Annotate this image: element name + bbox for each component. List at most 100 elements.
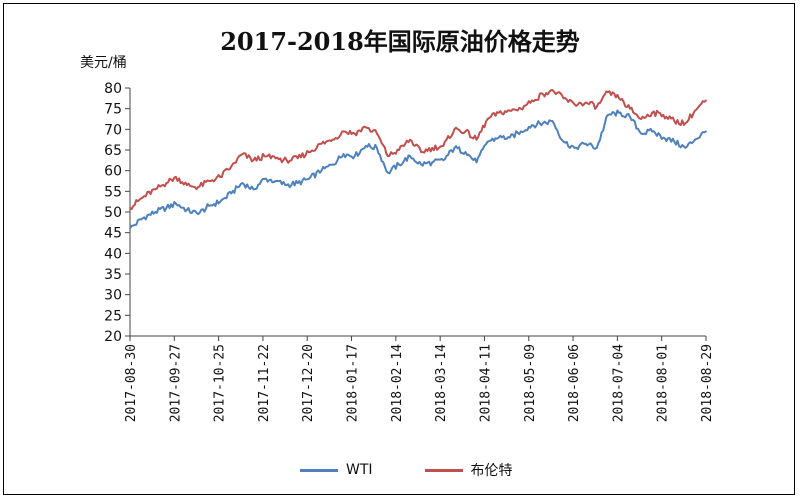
data-point-brent-21 [364, 126, 367, 129]
series-line-brent [129, 89, 707, 210]
y-tick-label-45: 45 [104, 226, 122, 242]
data-point-brent-52 [705, 99, 707, 102]
x-tick-label-2017-11-22: 2017-11-22 [257, 344, 272, 422]
data-point-wti-24 [398, 163, 400, 166]
x-tick-label-2017-08-30: 2017-08-30 [124, 344, 139, 422]
y-tick-label-50: 50 [104, 205, 122, 221]
data-point-brent-28 [442, 145, 445, 147]
data-point-wti-50 [684, 147, 687, 149]
data-point-brent-2 [154, 188, 157, 191]
data-point-brent-49 [673, 120, 676, 122]
data-point-wti-19 [342, 153, 345, 156]
y-axis-unit-label: 美元/桶 [80, 55, 127, 71]
data-point-brent-41 [584, 101, 587, 104]
data-point-brent-18 [331, 138, 334, 141]
data-point-wti-11 [252, 188, 255, 191]
data-point-wti-34 [508, 136, 511, 139]
data-point-brent-20 [353, 132, 356, 135]
data-point-wti-40 [573, 147, 576, 149]
x-tick-label-2017-10-25: 2017-10-25 [213, 344, 228, 422]
data-point-brent-25 [409, 138, 411, 141]
data-point-wti-8 [219, 200, 222, 203]
x-tick-label-2018-06-06: 2018-06-06 [567, 344, 582, 422]
data-point-wti-36 [531, 124, 533, 127]
data-point-wti-27 [431, 161, 434, 164]
data-point-brent-42 [595, 105, 598, 108]
data-point-wti-32 [486, 140, 489, 143]
data-point-wti-15 [296, 182, 299, 185]
data-point-wti-37 [542, 122, 544, 124]
data-point-wti-26 [420, 163, 423, 166]
data-point-brent-11 [252, 159, 255, 162]
data-point-brent-10 [241, 153, 244, 156]
x-tick-label-2018-04-11: 2018-04-11 [478, 344, 493, 422]
legend-item-brent: 布伦特 [424, 460, 513, 480]
y-tick-label-20: 20 [104, 329, 122, 345]
y-tick-label-55: 55 [104, 184, 122, 200]
chart-title: 2017-2018年国际原油价格走势 [220, 27, 580, 56]
data-point-brent-12 [263, 155, 266, 158]
y-tick-label-40: 40 [104, 246, 122, 262]
y-tick-label-70: 70 [104, 122, 122, 138]
x-tick-label-2018-08-29: 2018-08-29 [700, 344, 715, 422]
x-tick-label-2018-03-14: 2018-03-14 [434, 344, 449, 422]
data-point-wti-29 [453, 147, 456, 149]
data-point-wti-23 [387, 171, 389, 174]
data-point-wti-3 [165, 207, 168, 209]
data-point-wti-13 [274, 180, 277, 182]
data-point-wti-16 [307, 178, 310, 180]
data-point-brent-9 [230, 165, 233, 168]
x-tick-label-2017-12-20: 2017-12-20 [301, 344, 316, 422]
data-point-brent-47 [651, 111, 654, 114]
data-point-brent-3 [165, 182, 168, 185]
data-point-brent-14 [285, 159, 288, 162]
data-point-brent-23 [387, 155, 389, 158]
data-point-brent-27 [431, 147, 434, 149]
chart-frame [3, 3, 795, 495]
data-point-wti-31 [475, 161, 478, 164]
x-tick-label-2018-07-04: 2018-07-04 [611, 344, 626, 422]
legend-swatch-brent [424, 468, 463, 472]
data-point-brent-36 [531, 99, 533, 102]
data-point-brent-26 [420, 151, 423, 154]
data-point-brent-19 [342, 130, 345, 133]
y-tick-label-35: 35 [104, 267, 122, 283]
data-point-brent-0 [129, 207, 131, 209]
data-point-brent-32 [486, 118, 489, 120]
data-point-brent-6 [197, 186, 199, 189]
data-point-wti-18 [331, 163, 334, 166]
data-point-wti-6 [197, 213, 199, 216]
data-point-brent-40 [573, 103, 576, 106]
data-point-brent-31 [475, 138, 478, 141]
data-point-wti-46 [640, 132, 642, 135]
data-point-wti-1 [141, 217, 144, 220]
data-point-brent-24 [398, 149, 400, 151]
data-point-wti-28 [442, 159, 445, 162]
x-tick-label-2018-05-09: 2018-05-09 [523, 344, 538, 422]
data-point-wti-20 [353, 155, 356, 158]
data-point-brent-30 [464, 130, 467, 133]
data-point-wti-30 [464, 151, 467, 154]
y-tick-label-75: 75 [104, 102, 122, 118]
data-point-brent-37 [542, 93, 544, 96]
x-tick-label-2018-08-01: 2018-08-01 [656, 344, 671, 422]
data-point-brent-29 [453, 128, 456, 131]
data-point-brent-35 [520, 107, 522, 110]
data-point-wti-43 [607, 114, 609, 116]
data-point-wti-22 [376, 147, 378, 149]
data-point-wti-47 [651, 130, 654, 133]
data-point-brent-39 [562, 97, 565, 100]
data-point-brent-16 [307, 151, 310, 154]
data-point-wti-9 [230, 192, 233, 195]
data-point-brent-43 [607, 91, 609, 93]
data-point-wti-7 [208, 204, 211, 207]
x-tick-label-2018-01-17: 2018-01-17 [346, 344, 361, 422]
data-point-brent-34 [508, 109, 511, 112]
data-point-wti-2 [154, 211, 157, 213]
data-point-brent-15 [296, 157, 299, 160]
x-tick-label-2018-02-14: 2018-02-14 [390, 344, 405, 422]
data-point-wti-35 [520, 130, 522, 133]
y-tick-label-80: 80 [104, 81, 122, 97]
chart-legend: WTI 布伦特 [300, 460, 513, 480]
data-point-wti-45 [629, 116, 631, 118]
